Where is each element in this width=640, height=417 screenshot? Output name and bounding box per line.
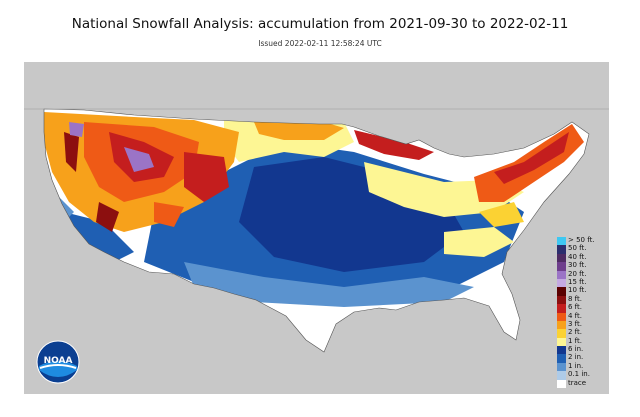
legend-label: 8 ft. — [568, 294, 582, 303]
legend-label: 40 ft. — [568, 252, 587, 261]
noaa-logo-icon: NOAA — [36, 340, 80, 384]
legend-swatch — [557, 379, 566, 389]
legend-swatch — [557, 237, 566, 246]
legend-swatch — [557, 312, 566, 321]
legend-label: 6 in. — [568, 345, 584, 354]
legend-label: 4 ft. — [568, 311, 582, 320]
legend-swatch — [557, 362, 566, 372]
legend-item: 10 ft. — [557, 286, 617, 296]
legend-label: > 50 ft. — [568, 236, 595, 244]
legend-label: 3 ft. — [568, 319, 582, 328]
legend-label: 20 ft. — [568, 269, 587, 278]
legend-swatch — [557, 295, 566, 305]
legend-label: 30 ft. — [568, 261, 587, 270]
map-title: National Snowfall Analysis: accumulation… — [71, 16, 569, 32]
legend-item: 6 ft. — [557, 303, 617, 313]
legend-label: 15 ft. — [568, 277, 587, 286]
legend-label: 50 ft. — [568, 244, 587, 253]
legend-item: 3 ft. — [557, 319, 617, 330]
snowfall-map[interactable] — [24, 62, 609, 394]
legend-item: 0.1 in. — [557, 370, 617, 380]
legend-item: 30 ft. — [557, 261, 617, 271]
legend-swatch — [557, 320, 566, 330]
legend-label: trace — [568, 378, 587, 387]
legend-label: 1 in. — [568, 361, 584, 370]
legend-label: 1 ft. — [568, 336, 582, 345]
legend-swatch — [557, 346, 566, 355]
legend-item: 20 ft. — [557, 269, 617, 279]
legend-swatch — [557, 354, 566, 363]
legend-item: 2 ft. — [557, 328, 617, 338]
legend-item: 1 in. — [557, 361, 617, 372]
legend-swatch — [557, 262, 566, 271]
legend-label: 6 ft. — [568, 303, 582, 312]
legend-swatch — [557, 278, 566, 288]
legend-swatch — [557, 329, 566, 338]
legend-swatch — [557, 270, 566, 279]
legend-item: 4 ft. — [557, 311, 617, 321]
legend-item: 50 ft. — [557, 244, 617, 254]
legend-swatch — [557, 304, 566, 313]
legend-swatch — [557, 337, 566, 347]
noaa-logo-text: NOAA — [44, 356, 73, 366]
snowfall-legend: > 50 ft. 50 ft. 40 ft. 30 ft. 20 ft. 15 ft. 10… — [557, 236, 617, 389]
legend-label: 2 ft. — [568, 328, 582, 337]
legend-swatch — [557, 371, 566, 380]
snowfall-map-graphic — [24, 108, 609, 353]
legend-item: trace — [557, 378, 617, 389]
legend-label: 10 ft. — [568, 286, 587, 295]
legend-item: 8 ft. — [557, 294, 617, 305]
legend-item: > 50 ft. — [557, 236, 617, 246]
legend-item: 6 in. — [557, 345, 617, 355]
legend-label: 0.1 in. — [568, 370, 590, 379]
legend-item: 40 ft. — [557, 252, 617, 263]
issued-timestamp: Issued 2022-02-11 12:58:24 UTC — [258, 39, 382, 48]
legend-item: 1 ft. — [557, 336, 617, 347]
legend-label: 2 in. — [568, 353, 584, 362]
legend-item: 2 in. — [557, 353, 617, 363]
legend-swatch — [557, 287, 566, 296]
legend-item: 15 ft. — [557, 277, 617, 288]
legend-swatch — [557, 245, 566, 254]
legend-swatch — [557, 253, 566, 263]
